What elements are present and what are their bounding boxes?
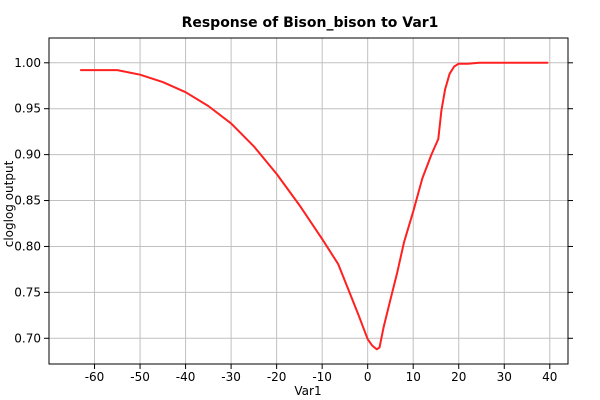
y-tick-label: 1.00: [14, 56, 41, 70]
response-curve-line: [79, 61, 549, 351]
x-tick-label: -40: [176, 370, 196, 384]
x-tick-label: -10: [312, 370, 332, 384]
y-tick-label: 0.95: [14, 102, 41, 116]
y-tick-label: 0.80: [14, 239, 41, 253]
x-tick-label: 10: [406, 370, 421, 384]
series-layer: [79, 61, 549, 351]
y-tick-label: 0.75: [14, 285, 41, 299]
axis-ticks: -60 -50 -40 -30 -20 -10 0 10 20 30 40 0.70 0.75 0.80 0…: [14, 56, 573, 384]
x-tick-label: 20: [451, 370, 466, 384]
x-tick-label: -60: [85, 370, 105, 384]
chart-title: Response of Bison_bison to Var1: [182, 15, 439, 31]
grid: [49, 38, 568, 364]
x-tick-label: 0: [364, 370, 372, 384]
x-tick-label: 40: [542, 370, 557, 384]
y-tick-label: 0.85: [14, 194, 41, 208]
x-tick-label: -30: [221, 370, 241, 384]
x-tick-label: -50: [130, 370, 150, 384]
y-tick-label: 0.70: [14, 331, 41, 345]
plot-frame: [48, 37, 569, 365]
y-tick-label: 0.90: [14, 148, 41, 162]
y-axis-label: cloglog output: [2, 160, 16, 247]
x-axis-label: Var1: [294, 384, 321, 398]
x-tick-label: -20: [267, 370, 287, 384]
x-tick-label: 30: [497, 370, 512, 384]
